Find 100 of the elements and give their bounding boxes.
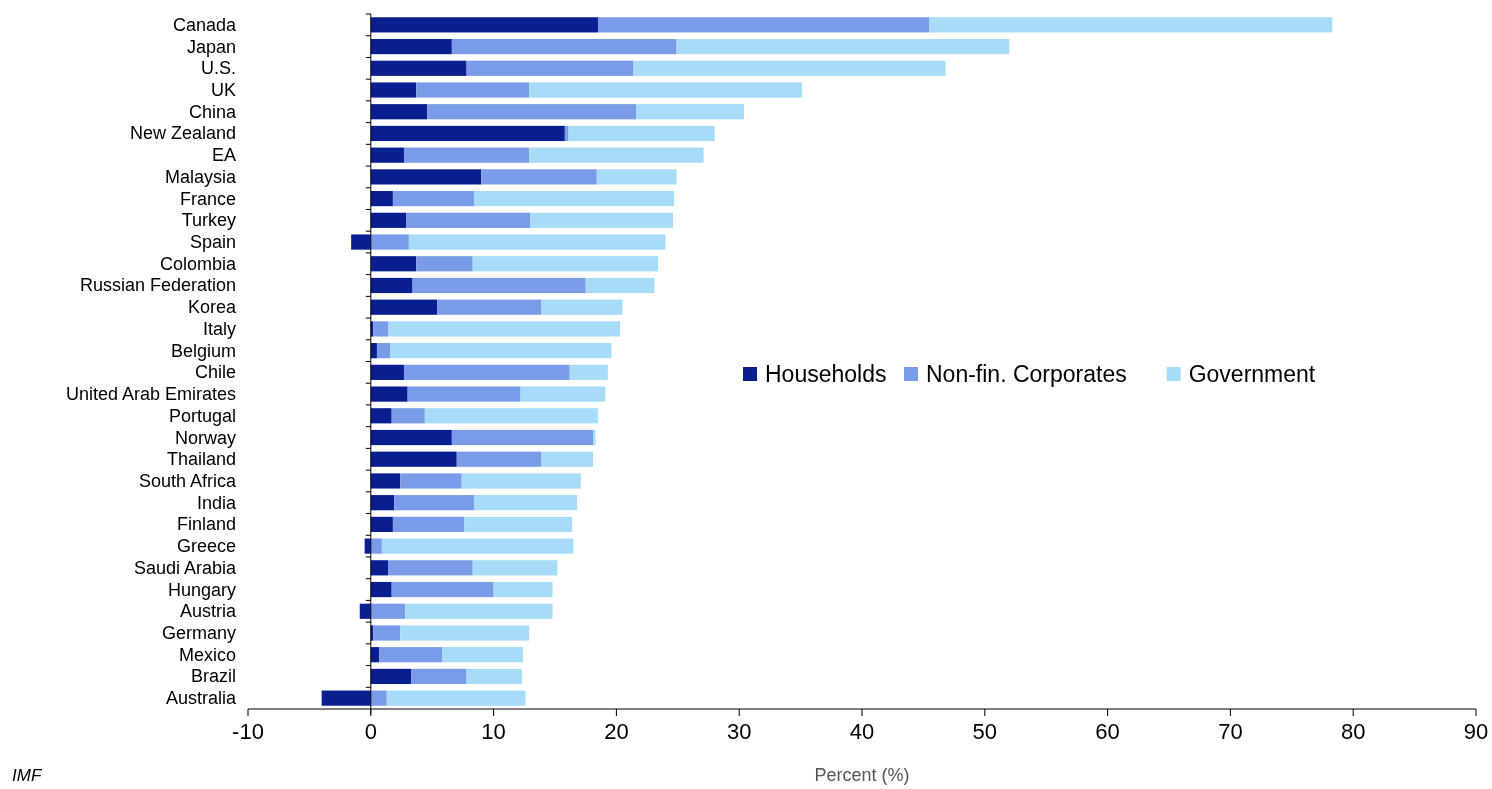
bar (370, 234, 409, 250)
bar (585, 277, 655, 294)
bar (387, 321, 621, 337)
bar (386, 690, 526, 706)
bar (370, 690, 387, 706)
bar (370, 581, 392, 598)
legend-label: Non-fin. Corporates (926, 361, 1127, 387)
bar (370, 60, 467, 76)
y-tick-label: EA (211, 145, 236, 166)
bar (373, 321, 388, 337)
y-tick-label: Chile (194, 362, 236, 383)
y-tick-label: Australia (165, 688, 237, 709)
bar (370, 38, 452, 55)
bar (473, 191, 675, 207)
y-tick-label: Thailand (166, 449, 236, 470)
y-tick-label: Portugal (168, 405, 236, 426)
bar (351, 234, 371, 250)
y-tick-label: Korea (187, 297, 237, 318)
bar (381, 538, 574, 554)
bar (406, 212, 531, 228)
x-tick-label: -10 (232, 719, 264, 744)
bar (451, 38, 677, 55)
y-tick-label: Malaysia (164, 166, 237, 187)
bar (541, 299, 623, 315)
y-tick-label: Greece (176, 536, 236, 557)
bar (408, 234, 666, 250)
y-tick-label: Germany (161, 622, 236, 643)
bar (370, 647, 380, 663)
x-tick-label: 20 (604, 719, 629, 744)
y-tick-label: China (188, 101, 237, 122)
x-tick-label: 0 (364, 719, 377, 744)
bar (370, 538, 382, 554)
bar (424, 408, 598, 424)
bar (416, 256, 473, 272)
bar (493, 581, 553, 598)
y-tick-label: Canada (172, 14, 237, 35)
bar (370, 125, 565, 142)
bar (321, 690, 371, 706)
bar (391, 581, 494, 598)
bar (405, 603, 553, 619)
bar (530, 212, 673, 228)
bar (633, 60, 946, 76)
bar (442, 647, 524, 663)
bar (437, 299, 542, 315)
x-tick-label: 70 (1218, 719, 1243, 744)
bar (370, 277, 413, 294)
bar (370, 495, 395, 511)
text: IMF (12, 766, 43, 785)
bar (370, 17, 598, 33)
bar (411, 668, 467, 685)
bar (370, 560, 388, 576)
bar (403, 147, 530, 163)
bar (636, 104, 745, 120)
bar (466, 668, 522, 685)
bar (416, 82, 530, 98)
bar (370, 516, 393, 532)
y-tick-label: Japan (186, 36, 236, 57)
bar (481, 169, 597, 185)
bar (370, 603, 406, 619)
y-tick-label: France (179, 188, 236, 209)
x-tick-label: 50 (972, 719, 998, 744)
bar (370, 147, 404, 163)
bar (568, 125, 715, 142)
bar (451, 429, 594, 446)
bar (400, 625, 530, 641)
bar (541, 451, 594, 467)
bar (392, 191, 474, 207)
bar (370, 386, 408, 402)
bar (472, 560, 558, 576)
bar (376, 343, 391, 359)
y-tick-label: Mexico (178, 644, 236, 665)
y-tick-label: India (196, 492, 237, 513)
bar (569, 364, 608, 380)
y-tick-label: Spain (189, 232, 236, 253)
legend-label: Government (1188, 361, 1316, 387)
x-tick-label: 90 (1463, 719, 1489, 744)
x-tick-label: 80 (1340, 719, 1366, 744)
bar (520, 386, 606, 402)
x-tick-label: 30 (726, 719, 752, 744)
bar (427, 104, 637, 120)
bar (370, 169, 482, 185)
y-tick-label: U.S. (200, 58, 236, 79)
y-tick-label: Austria (179, 601, 237, 622)
bar (529, 82, 802, 98)
bar (529, 147, 704, 163)
bar (370, 212, 407, 228)
x-axis-title: Percent (%) (814, 765, 910, 785)
y-tick-label: New Zealand (129, 123, 236, 144)
bar (472, 256, 659, 272)
bar (370, 82, 417, 98)
bar (391, 408, 425, 424)
bar (597, 17, 930, 33)
bar (373, 625, 401, 641)
bar (464, 516, 573, 532)
bar (370, 299, 438, 315)
bar (370, 429, 452, 446)
bar (370, 256, 417, 272)
bar (370, 451, 457, 467)
y-tick-label: South Africa (138, 470, 237, 491)
y-tick-label: Belgium (170, 340, 236, 361)
